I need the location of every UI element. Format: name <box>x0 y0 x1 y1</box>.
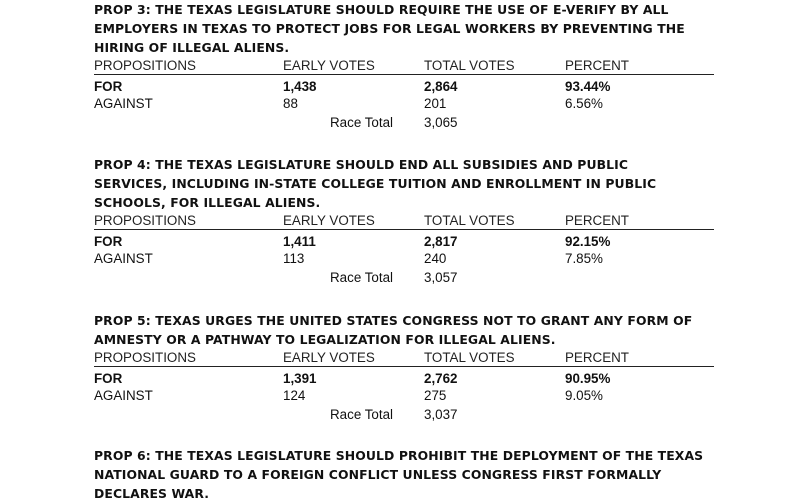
early-votes-value: 113 <box>283 251 305 266</box>
prop-title-line: AMNESTY OR A PATHWAY TO LEGALIZATION FOR… <box>94 332 556 347</box>
percent-value: 93.44% <box>565 79 611 94</box>
percent-value: 90.95% <box>565 371 611 386</box>
early-votes-value: 1,391 <box>283 371 317 386</box>
header-propositions: PROPOSITIONS <box>94 58 196 73</box>
prop-title-line: PROP 4: THE TEXAS LEGISLATURE SHOULD END… <box>94 157 629 172</box>
prop-5-section: PROP 5: TEXAS URGES THE UNITED STATES CO… <box>94 311 714 423</box>
row-label: FOR <box>94 234 123 249</box>
table-header: PROPOSITIONS EARLY VOTES TOTAL VOTES PER… <box>94 349 714 367</box>
race-total-label: Race Total <box>330 270 394 285</box>
prop-title: PROP 6: THE TEXAS LEGISLATURE SHOULD PRO… <box>94 446 714 503</box>
row-label: AGAINST <box>94 388 153 403</box>
header-early-votes: EARLY VOTES <box>283 213 375 228</box>
prop-title-line: EMPLOYERS IN TEXAS TO PROTECT JOBS FOR L… <box>94 21 685 36</box>
race-total-label: Race Total <box>330 407 394 422</box>
prop-title-line: SCHOOLS, FOR ILLEGAL ALIENS. <box>94 195 321 210</box>
header-total-votes: TOTAL VOTES <box>424 213 515 228</box>
race-total-row: Race Total 3,037 <box>94 406 714 423</box>
total-votes-value: 2,762 <box>424 371 458 386</box>
prop-title-line: NATIONAL GUARD TO A FOREIGN CONFLICT UNL… <box>94 467 662 482</box>
row-label: AGAINST <box>94 251 153 266</box>
table-row-for: FOR 1,438 2,864 93.44% <box>94 78 714 95</box>
prop-title-line: DECLARES WAR. <box>94 486 210 501</box>
early-votes-value: 1,411 <box>283 234 316 249</box>
race-total-value: 3,037 <box>424 407 458 422</box>
prop-title: PROP 5: TEXAS URGES THE UNITED STATES CO… <box>94 311 714 349</box>
percent-value: 92.15% <box>565 234 611 249</box>
header-total-votes: TOTAL VOTES <box>424 350 515 365</box>
table-header: PROPOSITIONS EARLY VOTES TOTAL VOTES PER… <box>94 57 714 75</box>
prop-title: PROP 3: THE TEXAS LEGISLATURE SHOULD REQ… <box>94 0 714 57</box>
prop-3-section: PROP 3: THE TEXAS LEGISLATURE SHOULD REQ… <box>94 0 714 131</box>
prop-title-line: SERVICES, INCLUDING IN-STATE COLLEGE TUI… <box>94 176 657 191</box>
total-votes-value: 2,864 <box>424 79 458 94</box>
header-percent: PERCENT <box>565 213 629 228</box>
race-total-value: 3,057 <box>424 270 458 285</box>
race-total-label: Race Total <box>330 115 394 130</box>
header-propositions: PROPOSITIONS <box>94 213 196 228</box>
row-label: AGAINST <box>94 96 153 111</box>
total-votes-value: 201 <box>424 96 447 111</box>
race-total-row: Race Total 3,057 <box>94 269 714 286</box>
early-votes-value: 88 <box>283 96 298 111</box>
prop-6-section: PROP 6: THE TEXAS LEGISLATURE SHOULD PRO… <box>94 446 714 503</box>
prop-4-section: PROP 4: THE TEXAS LEGISLATURE SHOULD END… <box>94 155 714 286</box>
table-row-for: FOR 1,391 2,762 90.95% <box>94 370 714 387</box>
table-row-against: AGAINST 113 240 7.85% <box>94 250 714 267</box>
header-early-votes: EARLY VOTES <box>283 350 375 365</box>
early-votes-value: 124 <box>283 388 306 403</box>
table-row-for: FOR 1,411 2,817 92.15% <box>94 233 714 250</box>
prop-title-line: PROP 5: TEXAS URGES THE UNITED STATES CO… <box>94 313 693 328</box>
header-propositions: PROPOSITIONS <box>94 350 196 365</box>
header-percent: PERCENT <box>565 58 629 73</box>
table-row-against: AGAINST 124 275 9.05% <box>94 387 714 404</box>
table-row-against: AGAINST 88 201 6.56% <box>94 95 714 112</box>
race-total-row: Race Total 3,065 <box>94 114 714 131</box>
table-header: PROPOSITIONS EARLY VOTES TOTAL VOTES PER… <box>94 212 714 230</box>
total-votes-value: 2,817 <box>424 234 458 249</box>
header-total-votes: TOTAL VOTES <box>424 58 515 73</box>
percent-value: 7.85% <box>565 251 603 266</box>
prop-title-line: PROP 3: THE TEXAS LEGISLATURE SHOULD REQ… <box>94 2 669 17</box>
total-votes-value: 275 <box>424 388 447 403</box>
row-label: FOR <box>94 79 123 94</box>
row-label: FOR <box>94 371 123 386</box>
percent-value: 9.05% <box>565 388 603 403</box>
prop-title-line: HIRING OF ILLEGAL ALIENS. <box>94 40 290 55</box>
total-votes-value: 240 <box>424 251 447 266</box>
percent-value: 6.56% <box>565 96 603 111</box>
header-early-votes: EARLY VOTES <box>283 58 375 73</box>
race-total-value: 3,065 <box>424 115 458 130</box>
prop-title-line: PROP 6: THE TEXAS LEGISLATURE SHOULD PRO… <box>94 448 704 463</box>
early-votes-value: 1,438 <box>283 79 317 94</box>
header-percent: PERCENT <box>565 350 629 365</box>
prop-title: PROP 4: THE TEXAS LEGISLATURE SHOULD END… <box>94 155 714 212</box>
